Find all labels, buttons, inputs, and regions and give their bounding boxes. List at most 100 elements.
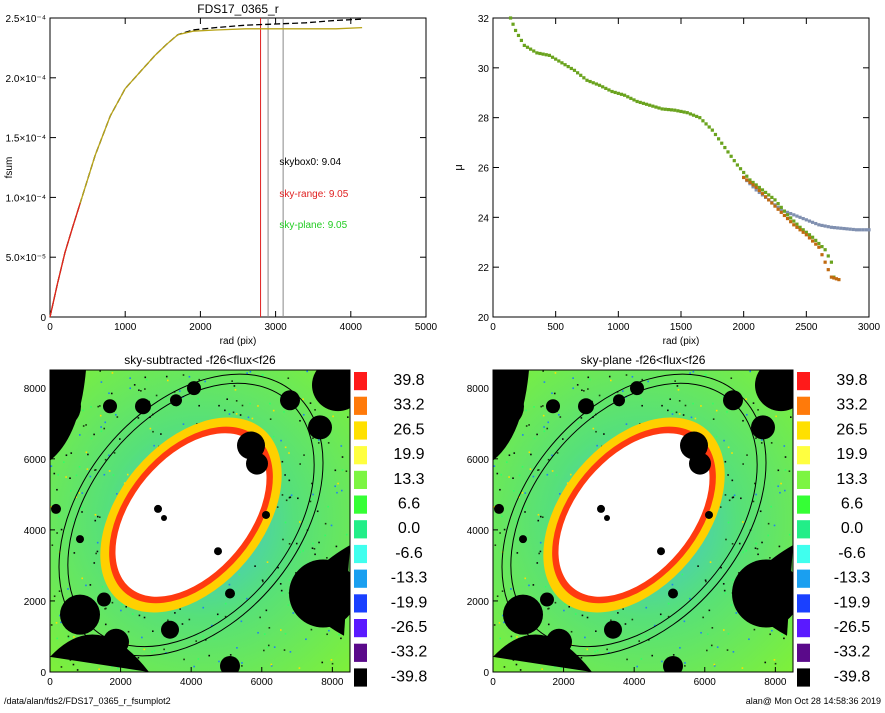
map-right-noise [753,501,755,503]
profile-point [802,217,805,220]
map-left-colorbar-label: 33.2 [393,397,424,414]
profile-point [827,225,830,228]
profile-point [770,196,773,199]
map-left-noise [85,424,87,426]
map-right-noise [764,662,766,664]
map-right-noise [495,544,497,546]
map-right-noise [731,480,733,482]
map-right-noise [789,534,791,536]
map-right-noise [538,469,540,471]
map-left-noise [282,592,284,594]
map-left-noise [240,414,242,416]
profile-point [833,226,836,229]
profile-xtick-label: 1000 [607,322,630,333]
map-left-noise [285,446,287,448]
map-left-noise [202,607,204,609]
map-right-noise [538,553,540,555]
map-left-mask-blob [161,515,167,521]
profile-point [614,91,617,94]
map-left-noise [326,557,328,559]
profile-point [601,85,604,88]
map-left-noise [90,584,92,586]
map-right-noise [767,535,769,537]
map-right-noise [545,586,547,588]
map-left-noise [296,543,298,545]
map-right-noise [636,666,638,668]
map-left-colorbar-swatch [354,545,367,563]
map-left-noise [139,615,141,617]
profile-point [792,223,795,226]
map-left-mask-blob [280,390,300,410]
profile-series-1 [509,16,836,278]
map-right-noise [725,539,727,541]
map-left-noise [93,562,95,564]
map-right-noise [560,416,562,418]
map-left-noise [193,666,195,668]
map-right-colorbar-swatch [797,446,810,464]
map-right-noise [632,619,634,621]
map-right-noise [684,665,686,667]
map-left-noise [121,604,123,606]
map-right-noise [525,410,527,412]
map-right-noise [506,461,508,463]
map-left-xtick-label: 4000 [180,677,203,688]
map-right-noise [729,500,731,502]
map-right-noise [724,590,726,592]
map-left-noise [289,497,291,499]
map-left-ytick-label: 2000 [24,597,47,608]
map-right-noise [712,403,714,405]
map-left-noise [269,403,271,405]
map-left-mask-blob [103,399,117,413]
map-left-mask-blob [51,504,61,514]
growth-annotation: skybox0: 9.04 [279,157,341,168]
map-right-noise [587,617,589,619]
map-left-noise [79,492,81,494]
map-left-noise [120,610,122,612]
profile-ytick-label: 20 [478,313,490,324]
map-left-noise [286,500,288,502]
map-right-noise [783,638,785,640]
map-left-noise [56,638,58,640]
map-right-noise [779,546,781,548]
map-right-noise [640,398,642,400]
profile-point [517,34,520,37]
map-left-colorbar-swatch [354,619,367,637]
map-right-noise [667,410,669,412]
profile-point [711,129,714,132]
map-left-noise [81,507,83,509]
profile-point [758,186,761,189]
map-right-noise [716,436,718,438]
map-left-noise [340,638,342,640]
map-right-noise [512,477,514,479]
profile-point [830,261,833,264]
profile-point [830,226,833,229]
map-left-noise [252,418,254,420]
map-left-noise [288,452,290,454]
growth-annotation: sky-plane: 9.05 [279,220,347,231]
map-right-noise [709,610,711,612]
profile-point [773,198,776,201]
map-right-noise [713,418,715,420]
map-right-colorbar-swatch [797,421,810,439]
map-right-noise [775,663,777,665]
map-right-noise [740,497,742,499]
map-right-noise [661,405,663,407]
map-left-noise [73,664,75,666]
profile-point [820,253,823,256]
map-right-noise [669,398,671,400]
map-left-noise [317,510,319,512]
map-left-noise [267,647,269,649]
profile-ytick-label: 32 [478,14,490,25]
map-left-noise [117,416,119,418]
map-left-noise [331,525,333,527]
profile-point [827,268,830,271]
map-right-noise [760,510,762,512]
map-left-noise [250,371,252,373]
profile-point [701,119,704,122]
map-left-noise [241,621,243,623]
map-left-noise [167,619,169,621]
growth-ytick-label: 1.0×10⁻⁴ [6,193,46,204]
map-left-noise [85,585,87,587]
map-left-noise [198,658,200,660]
map-right-noise [672,413,674,415]
